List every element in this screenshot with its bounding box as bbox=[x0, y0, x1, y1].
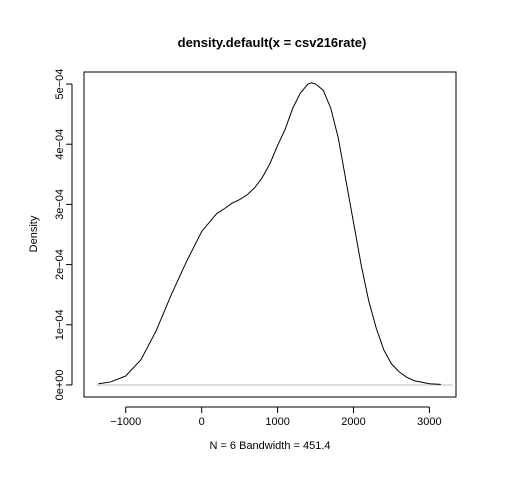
x-tick-label: 1000 bbox=[265, 416, 289, 428]
x-tick-label: 2000 bbox=[341, 416, 365, 428]
plot-frame bbox=[83, 71, 457, 398]
chart-title: density.default(x = csv216rate) bbox=[178, 35, 367, 50]
x-tick-label: 0 bbox=[199, 416, 205, 428]
x-axis: −1000 0 1000 2000 3000 bbox=[110, 406, 442, 428]
y-tick-label: 1e−04 bbox=[54, 309, 66, 340]
y-axis: 0e+00 1e−04 2e−04 3e−04 4e−04 5e−04 bbox=[54, 69, 73, 401]
y-tick-label: 0e+00 bbox=[54, 370, 66, 401]
x-axis-label: N = 6 Bandwidth = 451.4 bbox=[209, 440, 330, 452]
y-tick-label: 5e−04 bbox=[54, 69, 66, 100]
x-tick-label: −1000 bbox=[110, 416, 141, 428]
y-tick-label: 2e−04 bbox=[54, 249, 66, 280]
density-curve bbox=[98, 82, 441, 385]
y-axis-label: Density bbox=[28, 215, 40, 252]
y-tick-label: 4e−04 bbox=[54, 129, 66, 160]
x-tick-label: 3000 bbox=[417, 416, 441, 428]
y-tick-label: 3e−04 bbox=[54, 189, 66, 220]
